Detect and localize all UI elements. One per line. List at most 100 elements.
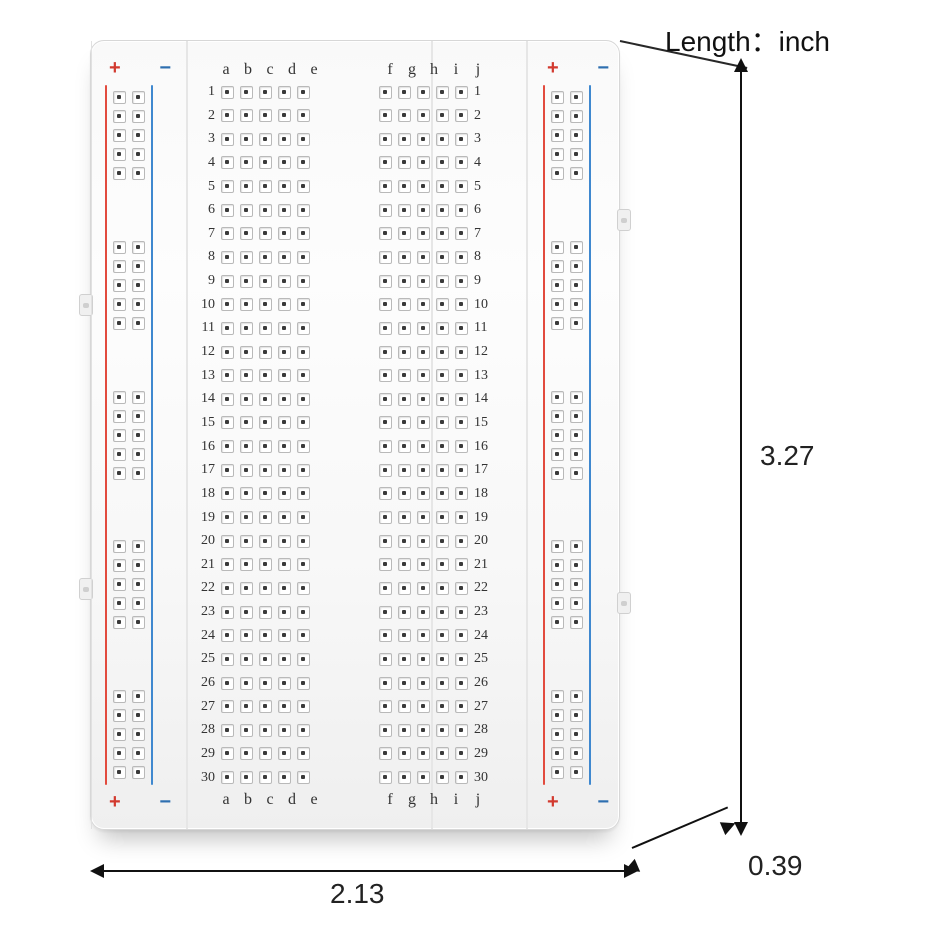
plus-icon: + xyxy=(547,57,559,79)
tie-point-hole xyxy=(297,227,310,240)
terminal-row: 3 xyxy=(193,130,373,148)
tie-point-hole xyxy=(240,700,253,713)
tie-point-hole xyxy=(113,129,126,142)
row-number: 6 xyxy=(474,202,496,218)
tie-point-hole xyxy=(398,700,411,713)
row-number: 25 xyxy=(474,651,496,667)
tie-point-hole xyxy=(379,747,392,760)
tie-point-hole xyxy=(297,322,310,335)
tie-point-hole xyxy=(259,369,272,382)
tie-point-hole xyxy=(297,156,310,169)
tie-point-hole xyxy=(455,700,468,713)
rail-row xyxy=(113,148,145,161)
row-number: 7 xyxy=(193,226,215,242)
tie-point-hole xyxy=(259,629,272,642)
tie-point-hole xyxy=(436,86,449,99)
tie-point-hole xyxy=(221,204,234,217)
column-letters: abcde xyxy=(193,791,373,813)
tie-point-hole xyxy=(379,606,392,619)
rail-cluster xyxy=(551,540,583,629)
tie-point-hole xyxy=(221,771,234,784)
rail-row xyxy=(113,129,145,142)
tie-point-hole xyxy=(398,322,411,335)
tie-point-hole xyxy=(551,766,564,779)
tie-point-hole xyxy=(297,724,310,737)
tie-point-hole xyxy=(297,511,310,524)
rail-row xyxy=(551,241,583,254)
tie-point-hole xyxy=(259,416,272,429)
tie-point-hole xyxy=(551,728,564,741)
column-letter: f xyxy=(379,61,401,79)
terminal-row: 30 xyxy=(193,769,373,787)
row-number: 3 xyxy=(474,131,496,147)
dim-height-head-bot xyxy=(734,822,748,836)
tie-point-hole xyxy=(551,148,564,161)
tie-point-hole xyxy=(436,275,449,288)
minus-icon: − xyxy=(159,57,171,79)
terminal-row: 26 xyxy=(193,674,373,692)
terminal-row: 12 xyxy=(379,343,559,361)
tie-point-hole xyxy=(570,467,583,480)
tie-point-hole xyxy=(278,369,291,382)
terminal-row: 2 xyxy=(193,107,373,125)
tie-point-hole xyxy=(398,109,411,122)
tie-point-hole xyxy=(297,464,310,477)
column-letters: fghij xyxy=(379,791,559,813)
row-number: 21 xyxy=(193,557,215,573)
tie-point-hole xyxy=(417,606,430,619)
tie-point-hole xyxy=(417,204,430,217)
tie-point-hole xyxy=(398,416,411,429)
tie-point-hole xyxy=(297,582,310,595)
column-letters: fghij xyxy=(379,57,559,79)
tie-point-hole xyxy=(455,251,468,264)
tie-point-hole xyxy=(278,393,291,406)
row-number: 18 xyxy=(193,486,215,502)
tie-point-hole xyxy=(132,467,145,480)
power-rail: +−+− xyxy=(105,57,175,813)
rail-row xyxy=(113,766,145,779)
tie-point-hole xyxy=(379,251,392,264)
tie-point-hole xyxy=(259,275,272,288)
tie-point-hole xyxy=(132,167,145,180)
tie-point-hole xyxy=(417,771,430,784)
tie-point-hole xyxy=(379,346,392,359)
tie-point-hole xyxy=(297,275,310,288)
row-number: 26 xyxy=(193,675,215,691)
tie-point-hole xyxy=(132,110,145,123)
row-number: 20 xyxy=(193,533,215,549)
terminal-row: 25 xyxy=(379,650,559,668)
tie-point-hole xyxy=(132,429,145,442)
tie-point-hole xyxy=(398,180,411,193)
tie-point-hole xyxy=(297,346,310,359)
row-number: 8 xyxy=(193,249,215,265)
tie-point-hole xyxy=(278,606,291,619)
tie-point-hole xyxy=(398,251,411,264)
tie-point-hole xyxy=(379,724,392,737)
rail-row xyxy=(113,110,145,123)
tie-point-hole xyxy=(436,369,449,382)
tie-point-hole xyxy=(278,298,291,311)
plus-icon: + xyxy=(547,791,559,813)
tie-point-hole xyxy=(570,709,583,722)
column-letter: i xyxy=(445,61,467,79)
tie-point-hole xyxy=(259,535,272,548)
rail-polarity-bottom: +− xyxy=(543,791,613,813)
rail-row xyxy=(113,317,145,330)
tie-point-hole xyxy=(113,241,126,254)
tie-point-hole xyxy=(551,467,564,480)
tie-point-hole xyxy=(132,597,145,610)
tie-point-hole xyxy=(570,448,583,461)
tie-point-hole xyxy=(551,540,564,553)
rail-hole-column xyxy=(113,85,145,785)
column-letter: d xyxy=(281,791,303,809)
rail-row xyxy=(551,616,583,629)
tie-point-hole xyxy=(398,629,411,642)
row-number: 2 xyxy=(474,108,496,124)
tie-point-hole xyxy=(570,597,583,610)
tie-point-hole xyxy=(221,582,234,595)
terminal-row: 25 xyxy=(193,650,373,668)
terminal-row: 22 xyxy=(379,579,559,597)
row-number: 27 xyxy=(193,699,215,715)
dim-width-line xyxy=(100,870,628,872)
rail-row xyxy=(113,260,145,273)
